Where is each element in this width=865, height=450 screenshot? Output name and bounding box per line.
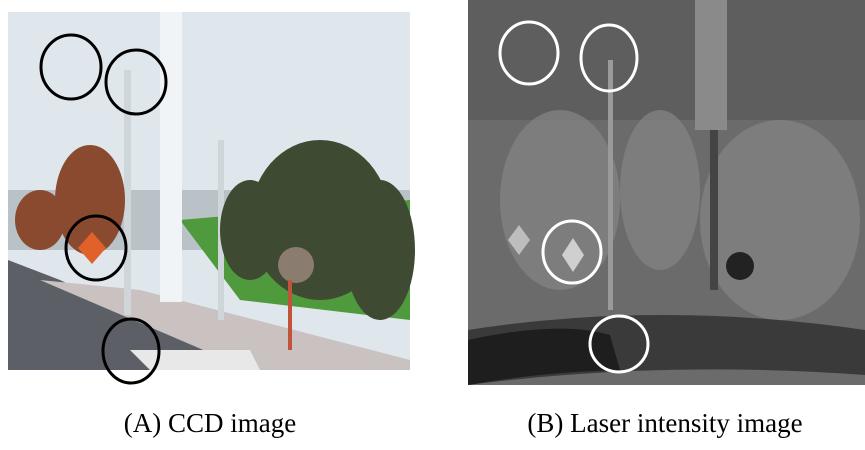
caption: (B) Laser intensity image: [527, 408, 802, 439]
laser-intensity-image: [468, 0, 865, 385]
figure: (A) CCD image (B) Laser intensity image: [0, 0, 865, 450]
ccd-image: [8, 12, 415, 383]
figure-images: [0, 0, 865, 400]
caption: (A) CCD image: [124, 408, 296, 439]
